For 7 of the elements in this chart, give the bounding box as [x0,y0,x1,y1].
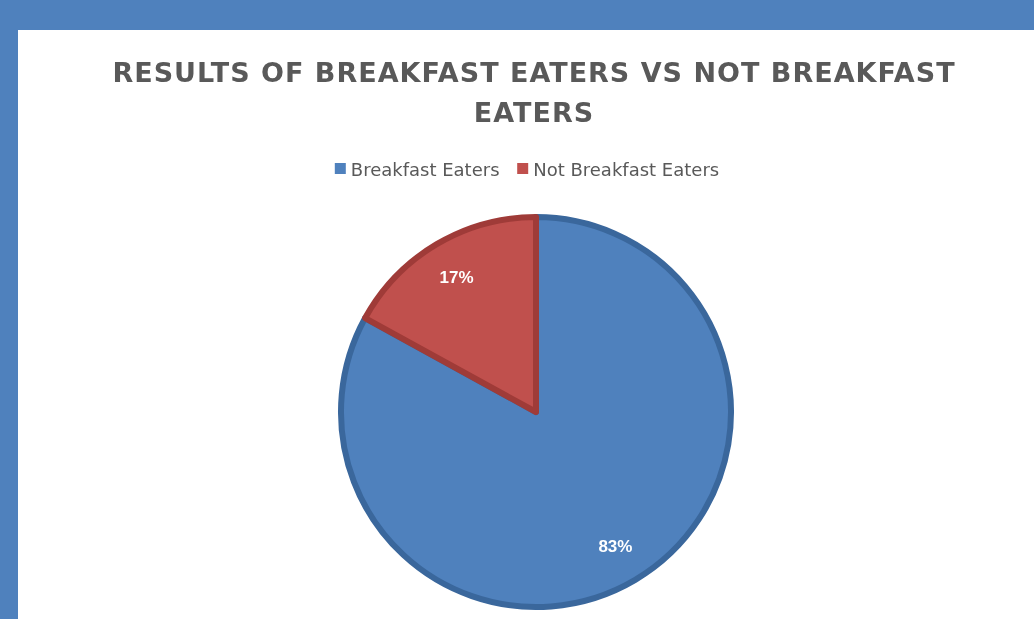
chart-title: RESULTS OF BREAKFAST EATERS VS NOT BREAKFAST EATERS [112,57,956,128]
pie-slice [362,214,539,415]
data-label: 17% [439,268,474,288]
pie-slice [338,214,734,610]
legend-label: Breakfast Eaters [350,158,500,180]
data-label: 83% [598,536,633,556]
legend-label: Not Breakfast Eaters [533,158,720,180]
